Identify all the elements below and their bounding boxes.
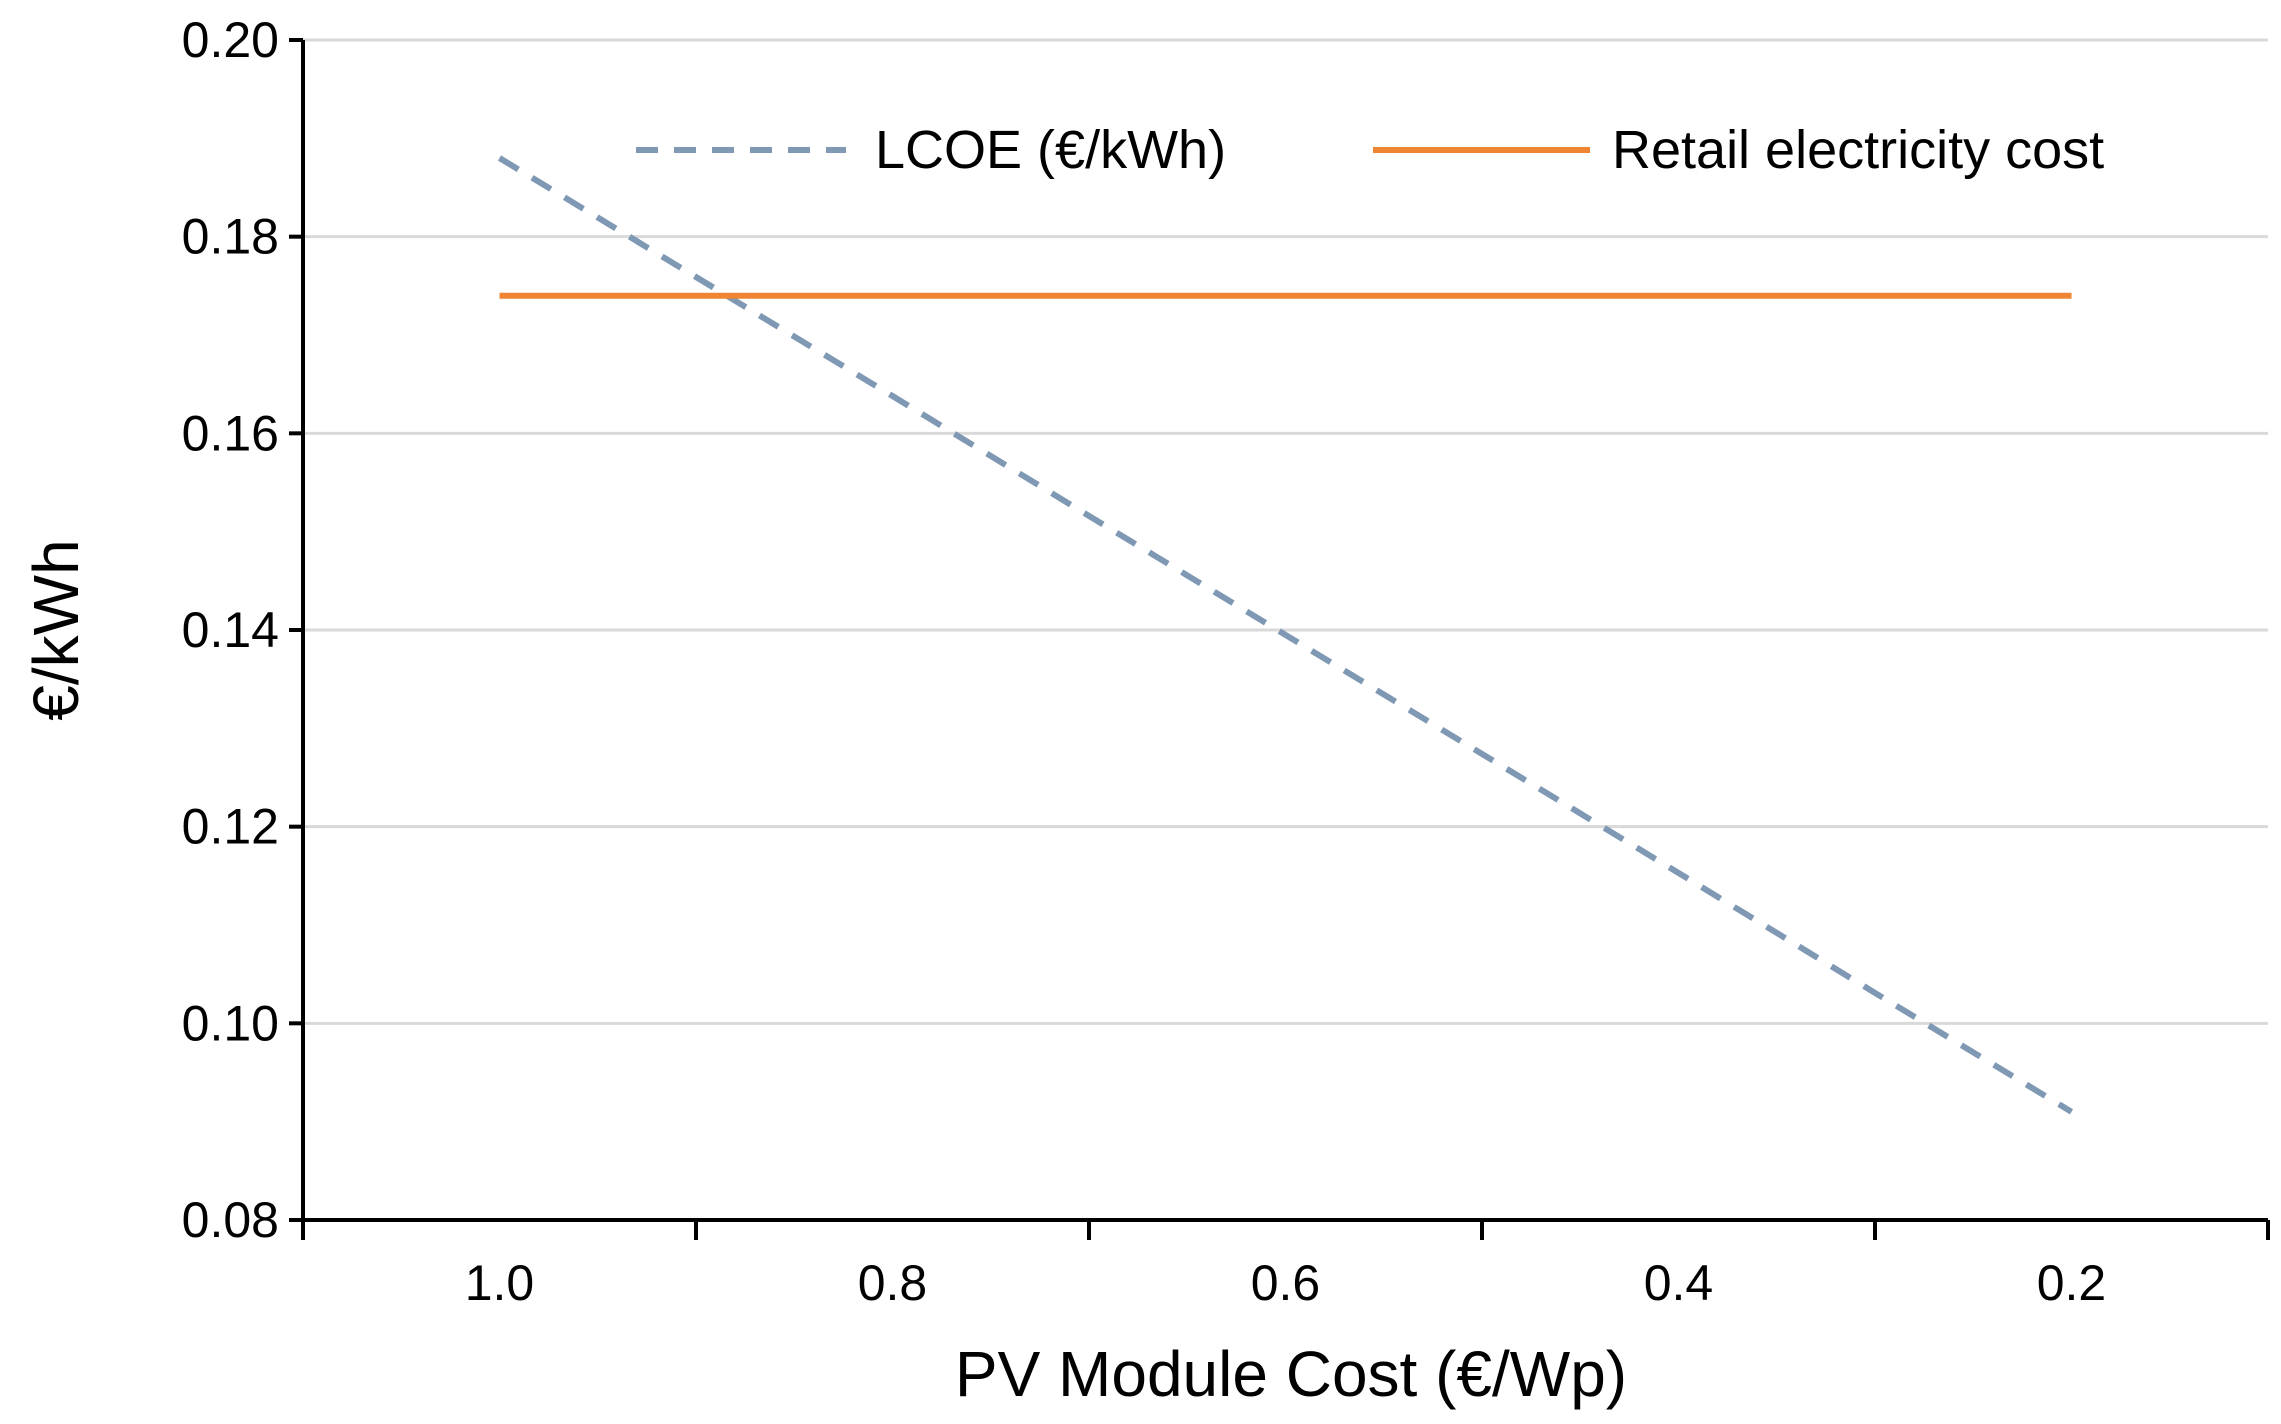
x-tick-label: 0.4	[1644, 1255, 1714, 1311]
legend: LCOE (€/kWh) Retail electricity cost	[636, 120, 2104, 180]
x-tick-label: 0.8	[858, 1255, 928, 1311]
y-tick-label: 0.20	[182, 12, 279, 68]
y-axis-ticks: 0.08 0.10 0.12 0.14 0.16 0.18 0.20	[182, 12, 303, 1248]
y-axis-title: €/kWh	[20, 539, 92, 720]
legend-label-lcoe: LCOE (€/kWh)	[875, 120, 1226, 180]
y-tick-label: 0.14	[182, 602, 279, 658]
y-tick-label: 0.18	[182, 209, 279, 265]
x-tick-label: 0.6	[1251, 1255, 1321, 1311]
x-tick-label: 1.0	[465, 1255, 535, 1311]
gridlines	[303, 38, 2268, 1025]
y-tick-label: 0.16	[182, 405, 279, 461]
y-tick-label: 0.10	[182, 995, 279, 1051]
legend-label-retail: Retail electricity cost	[1612, 120, 2104, 180]
series-line-lcoe	[497, 155, 2074, 1115]
y-tick-label: 0.08	[182, 1192, 279, 1248]
x-tick-label: 0.2	[2037, 1255, 2107, 1311]
series	[497, 155, 2074, 1115]
x-axis-ticks: 1.0 0.8 0.6 0.4 0.2	[301, 1220, 2270, 1311]
x-axis-title: PV Module Cost (€/Wp)	[955, 1338, 1627, 1410]
y-tick-label: 0.12	[182, 799, 279, 855]
